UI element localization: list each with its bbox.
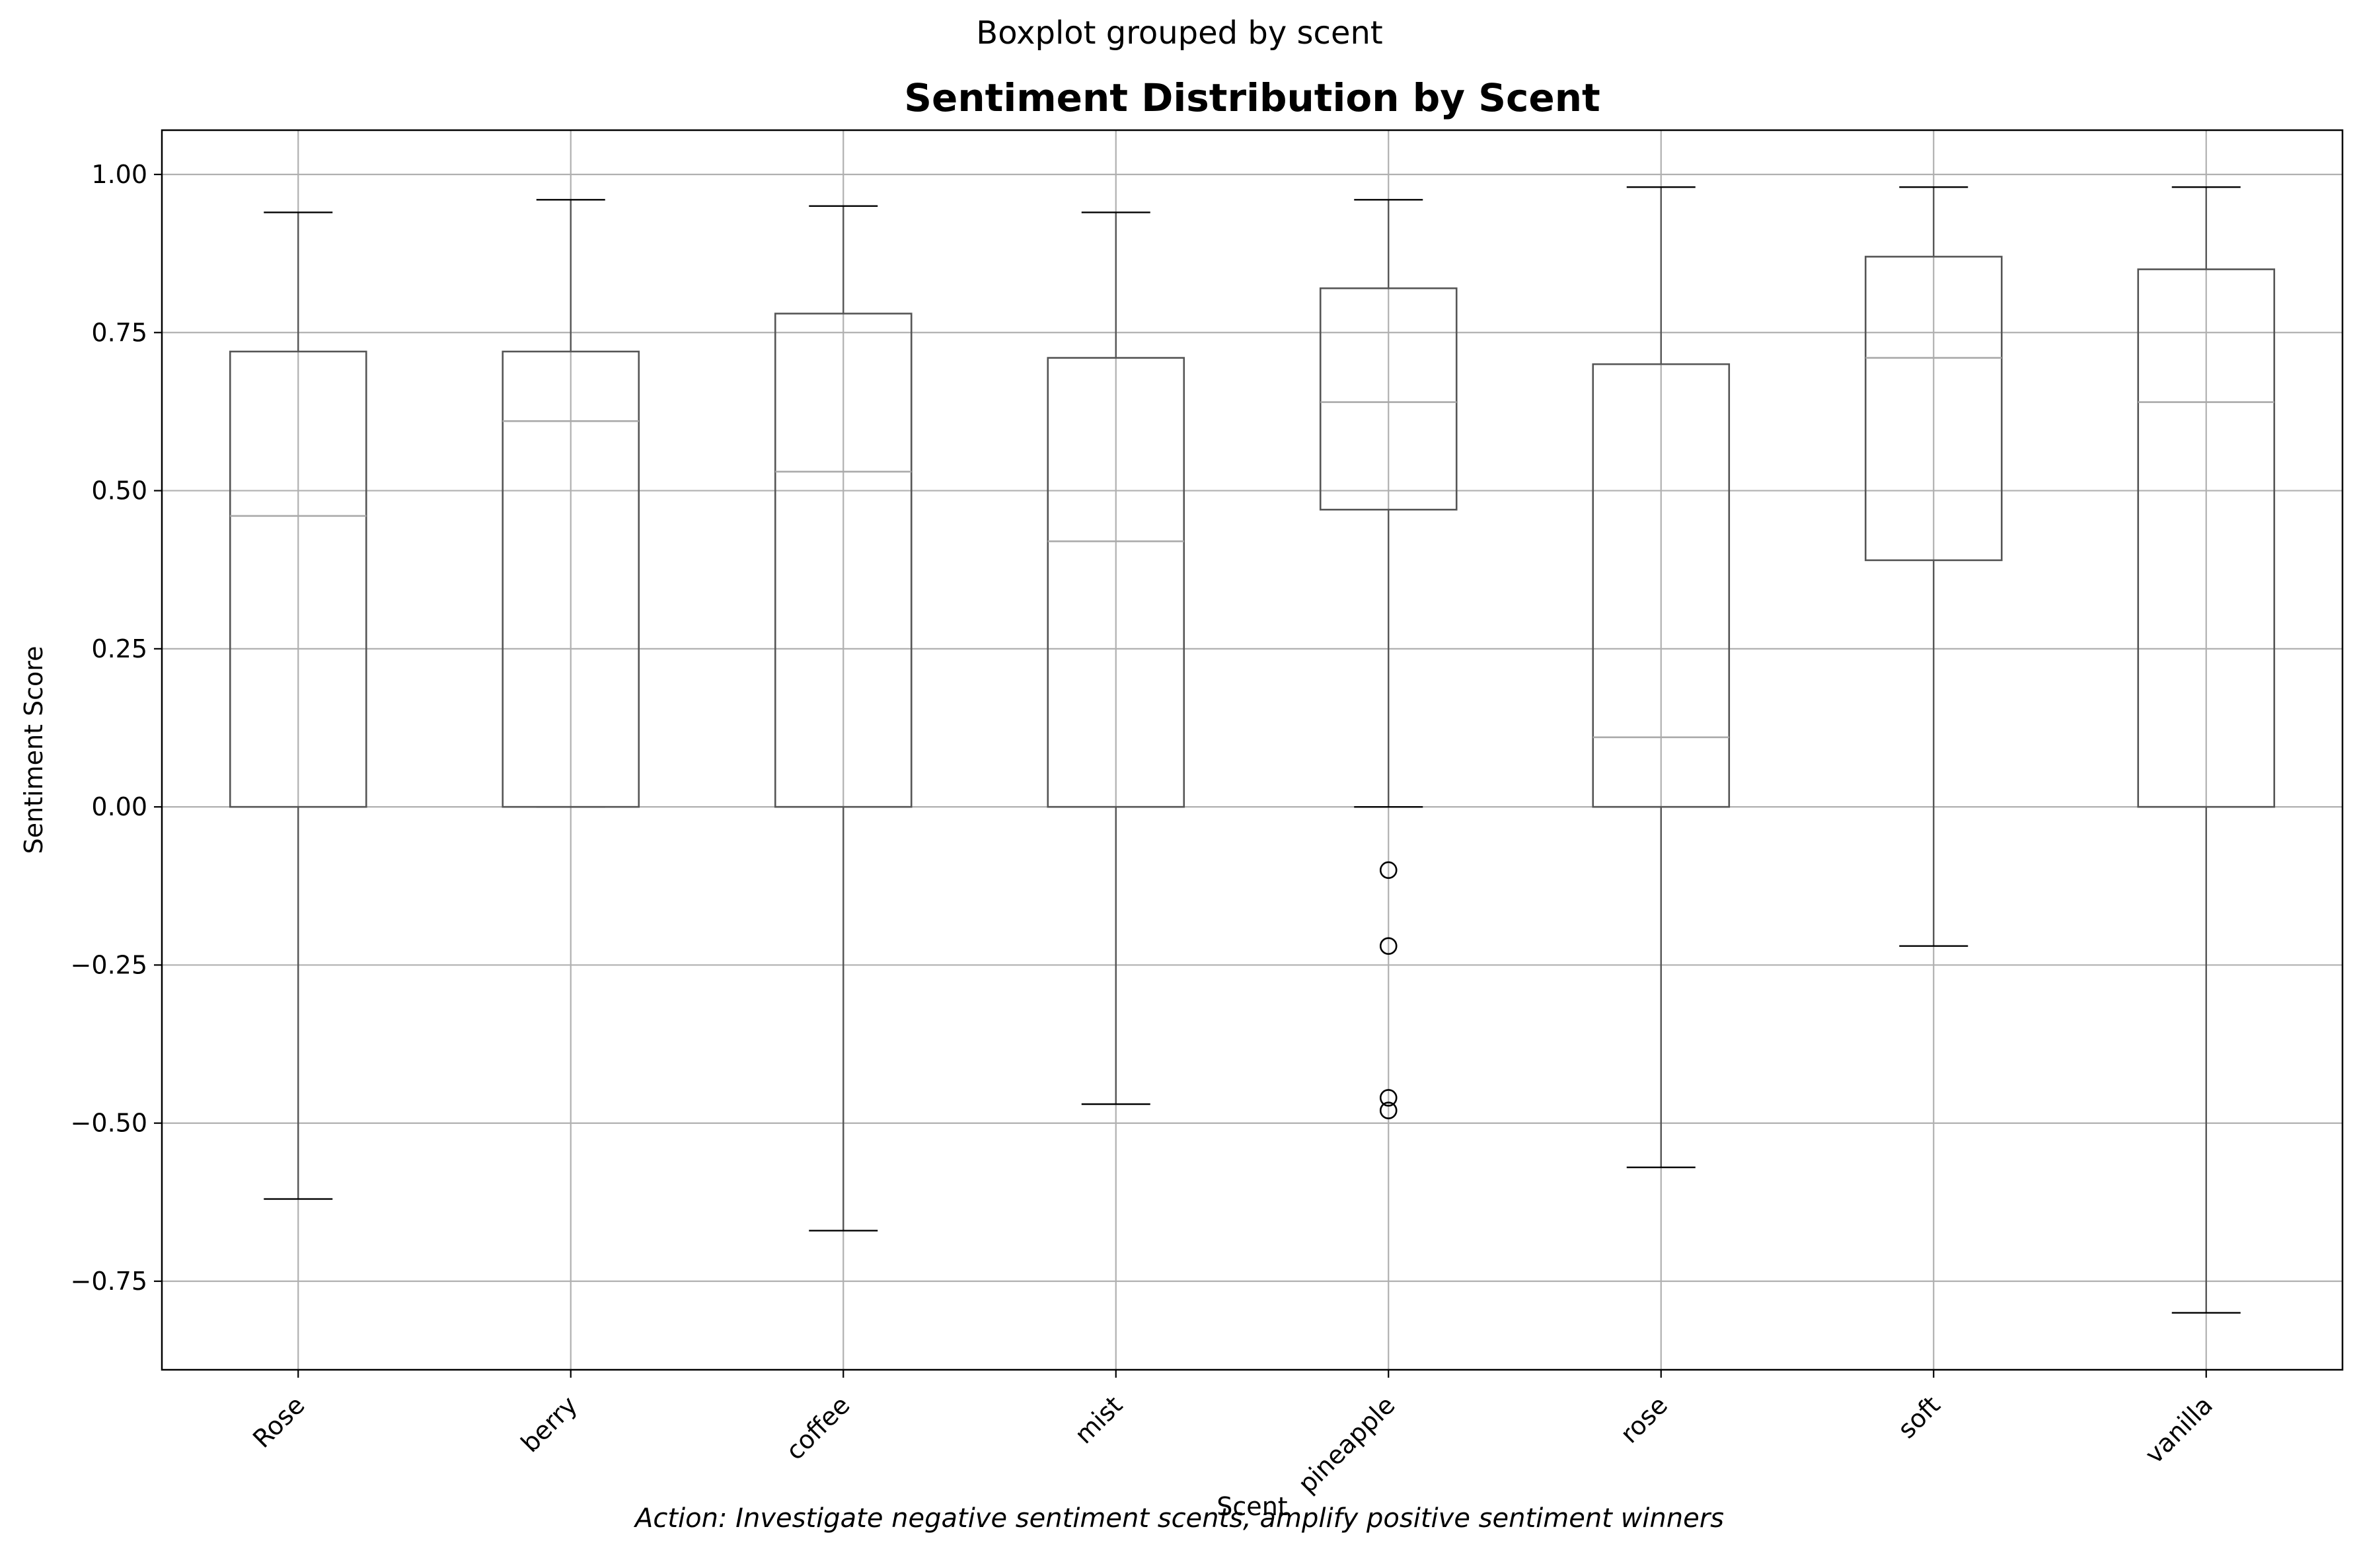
y-tick-label: 1.00 bbox=[91, 160, 147, 189]
iqr-box bbox=[1592, 363, 1731, 808]
iqr-box bbox=[2137, 268, 2276, 808]
y-tick-label: −0.75 bbox=[71, 1267, 147, 1296]
outlier-point bbox=[1379, 1101, 1398, 1119]
action-caption: Action: Investigate negative sentiment s… bbox=[633, 1503, 1724, 1534]
iqr-box bbox=[1047, 357, 1185, 808]
box-layer bbox=[229, 186, 2276, 1314]
iqr-box bbox=[1864, 256, 2003, 562]
iqr-box bbox=[229, 350, 367, 808]
outlier-point bbox=[1379, 937, 1398, 955]
box-group-coffee bbox=[774, 205, 913, 1232]
y-axis-label: Sentiment Score bbox=[19, 646, 48, 854]
x-axis-label: Scent bbox=[1217, 1492, 1287, 1521]
box-group-vanilla bbox=[2137, 186, 2276, 1314]
y-tick-label: 0.50 bbox=[91, 476, 147, 505]
box-group-rose bbox=[229, 211, 367, 1200]
chart-title: Sentiment Distribution by Scent bbox=[904, 75, 1600, 120]
y-tick-label: 0.25 bbox=[91, 634, 147, 663]
y-tick-label: −0.50 bbox=[71, 1109, 147, 1138]
box-group-rose bbox=[1592, 186, 1731, 1168]
y-tick-label: 0.75 bbox=[91, 318, 147, 347]
box-group-soft bbox=[1864, 186, 2003, 947]
iqr-box bbox=[1319, 287, 1458, 511]
box-group-mist bbox=[1047, 211, 1185, 1105]
y-tick-label: −0.25 bbox=[71, 950, 147, 979]
box-group-pineapple bbox=[1319, 199, 1458, 1119]
iqr-box bbox=[774, 313, 913, 808]
plot-frame bbox=[161, 129, 2344, 1371]
y-tick-label: 0.00 bbox=[91, 792, 147, 821]
box-group-berry bbox=[502, 199, 640, 808]
outlier-point bbox=[1379, 861, 1398, 879]
outlier-point bbox=[1379, 1089, 1398, 1107]
chart-suptitle: Boxplot grouped by scent bbox=[976, 15, 1382, 52]
iqr-box bbox=[502, 350, 640, 808]
